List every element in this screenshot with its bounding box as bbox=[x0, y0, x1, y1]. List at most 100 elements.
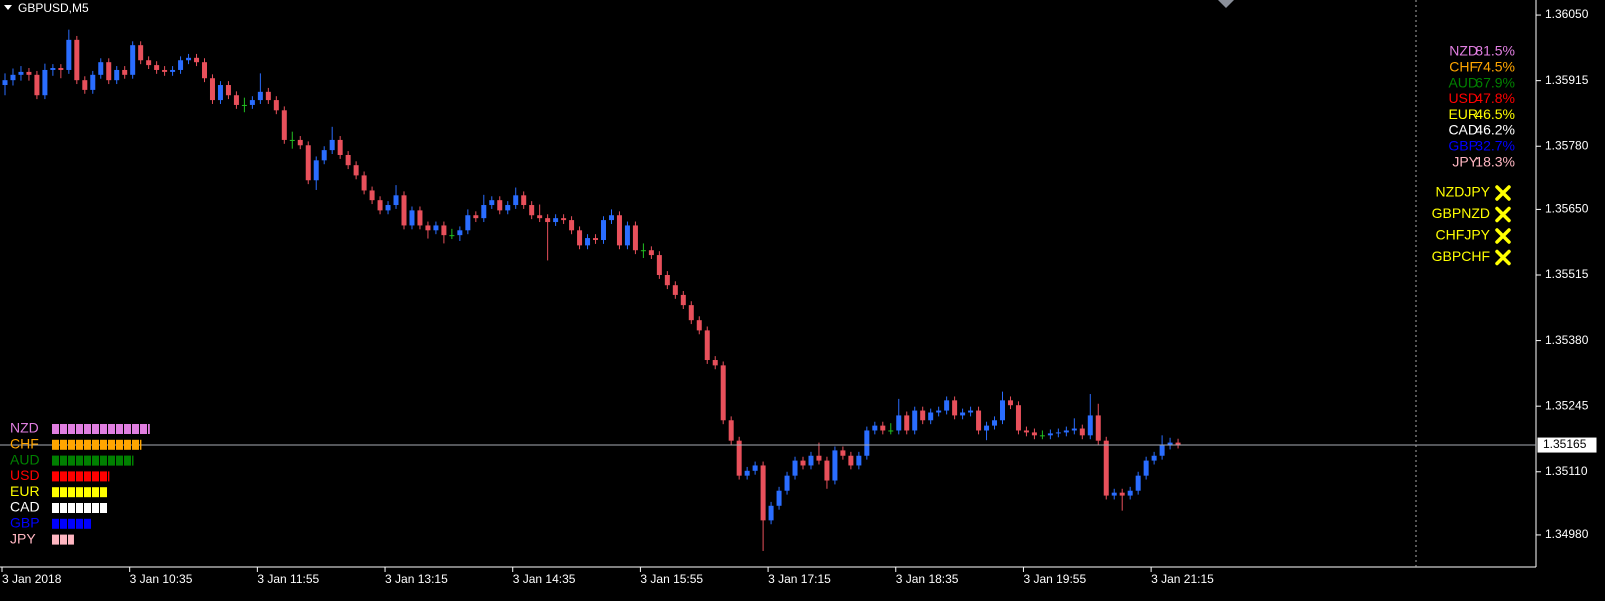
strength-value: 46.2% bbox=[1475, 122, 1515, 138]
candle-body bbox=[473, 215, 479, 219]
candle-body bbox=[537, 215, 543, 219]
candle-body bbox=[106, 62, 112, 81]
candle-body bbox=[233, 95, 239, 105]
strength-value: 67.9% bbox=[1475, 74, 1515, 90]
candle-body bbox=[34, 74, 40, 96]
x-tick-label: 3 Jan 17:15 bbox=[768, 572, 831, 586]
candle-body bbox=[1000, 400, 1005, 421]
candle-body bbox=[170, 69, 176, 72]
candle-body bbox=[1151, 455, 1157, 461]
last-price-label: 1.35165 bbox=[1543, 437, 1587, 451]
candle-body bbox=[688, 305, 694, 321]
candle-body bbox=[992, 420, 998, 426]
strength-bar bbox=[52, 534, 74, 545]
candle-body bbox=[1055, 432, 1061, 434]
currency-label: NZD bbox=[10, 420, 39, 436]
candle-body bbox=[58, 68, 64, 70]
candle-body bbox=[369, 190, 375, 201]
strength-name: USD bbox=[1448, 90, 1478, 106]
candle-body bbox=[289, 139, 295, 141]
candle-body bbox=[984, 425, 990, 431]
candle-body bbox=[816, 455, 822, 461]
candle-body bbox=[832, 450, 838, 481]
candle-body bbox=[241, 104, 247, 106]
signal-icon bbox=[1495, 228, 1511, 244]
strength-name: CHF bbox=[1449, 59, 1478, 75]
candle-body bbox=[225, 85, 231, 96]
candle-body bbox=[114, 69, 120, 81]
currency-label: CAD bbox=[10, 499, 40, 515]
candle-body bbox=[912, 410, 918, 431]
candle-body bbox=[1015, 405, 1021, 431]
candle-body bbox=[1079, 428, 1085, 436]
candle-body bbox=[42, 69, 48, 96]
candle-body bbox=[569, 220, 575, 231]
candle-body bbox=[545, 218, 551, 223]
candle-body bbox=[178, 60, 184, 70]
candle-body bbox=[1103, 440, 1109, 496]
candle-body bbox=[281, 110, 287, 140]
candle-body bbox=[752, 465, 758, 471]
candle-body bbox=[313, 160, 319, 181]
candle-body bbox=[736, 440, 742, 476]
y-tick-label: 1.35110 bbox=[1545, 464, 1588, 478]
strength-value: 32.7% bbox=[1475, 138, 1515, 154]
x-tick-label: 3 Jan 11:55 bbox=[257, 572, 319, 586]
x-tick-label: 3 Jan 19:55 bbox=[1023, 572, 1086, 586]
candle-body bbox=[784, 475, 790, 491]
candle-body bbox=[162, 69, 168, 72]
candle-body bbox=[936, 410, 942, 413]
currency-label: AUD bbox=[10, 451, 40, 467]
currency-label: CHF bbox=[10, 436, 39, 452]
candle-body bbox=[776, 490, 782, 506]
currency-label: EUR bbox=[10, 483, 40, 499]
candle-body bbox=[345, 154, 351, 166]
candle-body bbox=[1039, 435, 1045, 437]
candle-body bbox=[273, 100, 279, 111]
candle-body bbox=[1007, 400, 1013, 406]
candle-body bbox=[1143, 460, 1149, 476]
candle-body bbox=[928, 412, 934, 421]
candle-body bbox=[672, 285, 678, 295]
candle-body bbox=[10, 74, 16, 81]
signal-icon bbox=[1495, 249, 1511, 266]
chart-title: GBPUSD,M5 bbox=[18, 1, 89, 15]
strength-bar bbox=[52, 439, 142, 450]
y-tick-label: 1.36050 bbox=[1545, 7, 1589, 21]
candle-body bbox=[1175, 442, 1181, 445]
candle-body bbox=[616, 215, 622, 246]
candle-body bbox=[920, 410, 926, 421]
y-tick-label: 1.35380 bbox=[1545, 333, 1589, 347]
candle-body bbox=[441, 225, 447, 236]
y-tick-label: 1.35780 bbox=[1545, 138, 1589, 152]
candle-body bbox=[154, 65, 160, 70]
candle-body bbox=[337, 139, 343, 155]
candle-body bbox=[840, 450, 846, 456]
candle-body bbox=[888, 430, 894, 432]
candle-body bbox=[377, 200, 383, 211]
candle-body bbox=[656, 255, 662, 275]
candle-body bbox=[361, 175, 367, 191]
signal-pair: CHFJPY bbox=[1436, 227, 1491, 243]
candle-body bbox=[896, 415, 902, 431]
candle-body bbox=[640, 250, 646, 252]
strength-value: 74.5% bbox=[1475, 59, 1515, 75]
candle-body bbox=[146, 60, 152, 66]
candle-body bbox=[329, 139, 335, 151]
candle-body bbox=[720, 365, 726, 421]
candle-body bbox=[824, 460, 830, 481]
currency-label: JPY bbox=[10, 530, 36, 546]
candle-body bbox=[425, 225, 431, 231]
strength-name: NZD bbox=[1449, 43, 1478, 59]
candle-body bbox=[704, 330, 710, 361]
x-tick-label: 3 Jan 15:55 bbox=[640, 572, 703, 586]
candle-body bbox=[1127, 490, 1133, 496]
candle-body bbox=[2, 80, 8, 86]
candle-body bbox=[26, 71, 32, 75]
candle-body bbox=[553, 218, 559, 223]
x-tick-label: 3 Jan 21:15 bbox=[1151, 572, 1214, 586]
strength-name: GBP bbox=[1448, 138, 1478, 154]
candle-body bbox=[417, 210, 423, 226]
candle-body bbox=[968, 410, 974, 413]
